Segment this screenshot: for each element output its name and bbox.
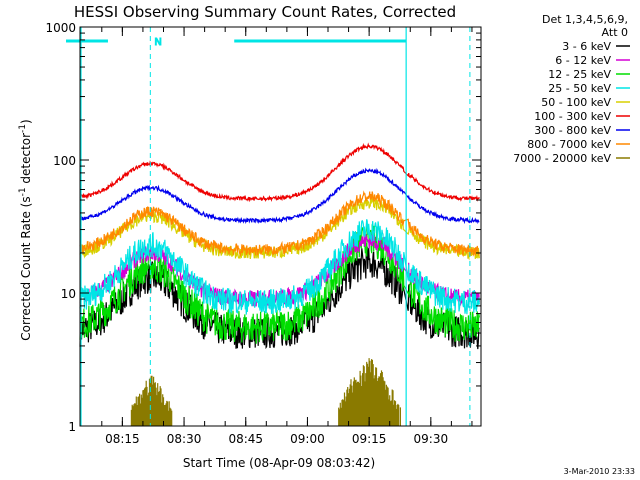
x-tick-label-4: 09:15 — [352, 432, 387, 446]
legend-label-0: 3 - 6 keV — [562, 40, 611, 53]
series-line-6 — [79, 167, 480, 225]
legend-label-7: 800 - 7000 keV — [527, 138, 611, 151]
legend-label-2: 12 - 25 keV — [548, 68, 611, 81]
x-tick-label-3: 09:00 — [290, 432, 325, 446]
x-axis-label: Start Time (08-Apr-09 08:03:42) — [183, 456, 375, 470]
plot-area — [79, 142, 480, 426]
legend-label-6: 300 - 800 keV — [534, 124, 611, 137]
plot-frame — [79, 26, 482, 427]
series-line-3 — [79, 219, 480, 315]
legend-label-5: 100 - 300 keV — [534, 110, 611, 123]
legend-label-8: 7000 - 20000 keV — [513, 152, 611, 165]
chart-title: HESSI Observing Summary Count Rates, Cor… — [74, 3, 456, 21]
legend-label-4: 50 - 100 keV — [541, 96, 611, 109]
x-tick-label-2: 08:45 — [228, 432, 263, 446]
legend-header-2: Att 0 — [602, 26, 628, 39]
series-line-2 — [79, 223, 480, 344]
y-tick-label-0: 1000 — [45, 21, 76, 35]
y-tick-label-3: 1 — [68, 420, 76, 434]
y-axis-label-sup1: -1 — [18, 187, 28, 196]
legend-header-1: Det 1,3,4,5,6,9, — [542, 13, 628, 26]
y-tick-label-2: 10 — [61, 287, 76, 301]
saa-label: N — [154, 37, 161, 48]
series-line-5 — [79, 142, 480, 203]
x-tick-label-0: 08:15 — [105, 432, 140, 446]
y-axis-label-sup2: -1 — [18, 124, 28, 133]
y-tick-label-1: 100 — [53, 154, 76, 168]
annotations: N — [66, 27, 471, 426]
y-axis-label-mid: detector — [19, 133, 33, 188]
series-line-8 — [130, 358, 401, 426]
timestamp: 3-Mar-2010 23:33 — [564, 467, 635, 476]
x-tick-label-1: 08:30 — [167, 432, 202, 446]
axes: 1000 100 10 1 08:15 08:30 08:45 09:00 09:15 09:30 — [45, 21, 482, 446]
series-line-7 — [79, 190, 480, 258]
y-axis-label: Corrected Count Rate (s-1 detector-1) — [18, 119, 33, 340]
x-tick-label-5: 09:30 — [414, 432, 449, 446]
legend-label-3: 25 - 50 keV — [548, 82, 611, 95]
y-axis-label-main: Corrected Count Rate (s — [19, 196, 33, 340]
y-axis-label-end: ) — [19, 119, 33, 124]
legend-label-1: 6 - 12 keV — [555, 54, 611, 67]
